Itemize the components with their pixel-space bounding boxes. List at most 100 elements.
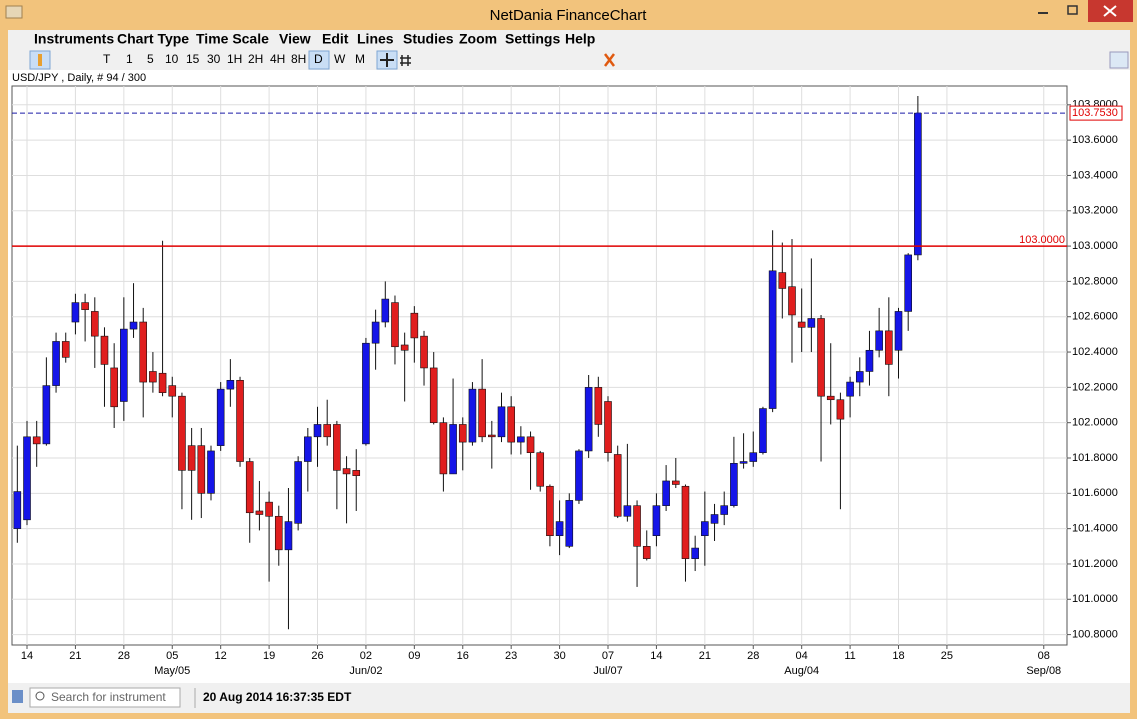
candle-icon [38,54,42,66]
x-tick-label: 21 [699,650,711,662]
candle-body [662,480,670,506]
menu-item[interactable]: Lines [357,31,394,47]
toolbar-item[interactable]: 10 [165,52,179,66]
grid-icon [400,55,411,66]
toolbar-item[interactable]: D [314,52,323,66]
candle-body [797,321,806,328]
candle-body [720,505,729,515]
menu-item[interactable]: Edit [322,31,349,47]
candle-body [178,395,186,471]
toolbar-item[interactable]: W [334,52,346,66]
toolbar-item[interactable]: 2H [248,52,263,66]
menu-item[interactable]: Help [565,31,595,47]
menu-item[interactable]: Studies [403,31,454,47]
candle-body [129,321,138,330]
candle-body [875,330,883,351]
candle-body [836,399,845,420]
y-tick-label: 102.4000 [1072,346,1118,358]
candle-body [449,424,457,475]
last-price-box [1069,105,1123,121]
candle-body [759,408,767,454]
candle-body [546,485,554,537]
plot: 100.8000 101.0000 101.2000 101.4000 101.6000… [11,85,1123,677]
menu-item[interactable]: Time Scale [196,31,269,47]
active-timescale [308,50,330,70]
candle-body [497,406,506,438]
menu-item[interactable]: Zoom [459,31,497,47]
x-tick-label: 14 [650,650,662,662]
candle-body [642,545,651,559]
candle-body [274,515,283,551]
x-tick-label: 16 [457,650,469,662]
y-tick-label: 102.6000 [1072,311,1118,323]
toolbar-item[interactable]: M [355,52,365,66]
y-tick-label: 102.0000 [1072,417,1118,429]
candle-body [245,461,254,514]
candle-body [671,480,680,485]
toolbar-item[interactable]: T [103,52,111,66]
y-tick-label: 101.4000 [1072,523,1118,535]
candle-body [594,387,603,425]
candle-body [42,385,51,445]
toolbar-item[interactable]: 5 [147,52,154,66]
toolbar-item[interactable]: 1 [126,52,133,66]
candle-body [633,505,641,547]
toolbar-item[interactable]: 1H [227,52,242,66]
candle-body [371,321,380,344]
search-box[interactable] [29,687,181,708]
toolbar-item[interactable]: 15 [186,52,200,66]
toolbar-item[interactable]: 4H [270,52,285,66]
y-tick-label: 101.0000 [1072,593,1118,605]
x-tick-label: 04 [796,650,808,662]
level-label: 103.0000 [1019,234,1065,246]
candle-body [61,341,70,358]
status-icon [12,690,23,703]
candle-body [914,112,922,256]
menu-item[interactable]: Settings [505,31,560,47]
y-tick-label: 101.6000 [1072,487,1118,499]
x-month-label: Aug/04 [784,665,819,677]
toolbar-item[interactable]: 30 [207,52,221,66]
crosshair-icon [380,53,394,67]
candle-body [52,341,60,386]
candle-body [13,491,22,529]
x-tick-label: 08 [1038,650,1050,662]
candle-body [32,436,41,445]
candle-body [352,470,361,476]
candle-body [187,445,196,471]
x-tick-label: 30 [553,650,565,662]
candle-body [826,395,835,401]
panel-button[interactable] [1109,51,1129,69]
candle-body [865,349,874,372]
candle-body [207,450,215,494]
y-tick-label: 103.6000 [1072,134,1118,146]
candle-body [749,452,758,462]
candle-body [478,388,486,438]
candle-body [420,335,428,369]
candle-body [81,302,89,310]
candle-body [778,272,787,289]
menu-item[interactable]: Chart Type [117,31,189,47]
x-month-label: May/05 [154,665,190,677]
candle-body [807,318,816,328]
maximize-button[interactable] [1067,5,1078,15]
candle-body [565,500,574,547]
candle-body [149,371,157,383]
candle-body [739,461,748,464]
candle-body [623,505,632,517]
menu-item[interactable]: View [279,31,311,47]
candle-body [216,388,225,446]
candle-body [885,330,893,365]
menu-item[interactable]: Instruments [34,31,114,47]
candle-body [342,468,351,475]
status-timestamp: 20 Aug 2014 16:37:35 EDT [203,690,352,704]
toolbar-item[interactable]: 8H [291,52,306,66]
candle-body [488,434,496,438]
candle-body [904,254,912,312]
x-tick-label: 02 [360,650,372,662]
last-price-label: 103.7530 [1072,107,1118,119]
y-tick-label: 101.2000 [1072,558,1118,570]
y-tick-label: 103.2000 [1072,205,1118,217]
candle-body [333,424,341,471]
